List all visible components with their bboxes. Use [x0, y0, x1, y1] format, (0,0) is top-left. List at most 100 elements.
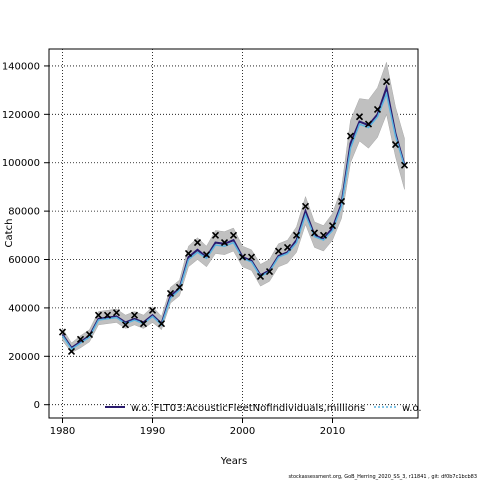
legend-label-secondary: w.o.	[402, 403, 422, 414]
observed-point	[220, 239, 229, 247]
observed-point	[85, 330, 94, 339]
observed-point	[94, 311, 103, 319]
observed-point-stroke	[319, 231, 328, 239]
legend-label-primary: w.o. FLT03:AcousticFleetNofindividuals,m…	[131, 403, 365, 414]
observed-point-stroke	[292, 231, 301, 239]
legend: w.o. FLT03:AcousticFleetNofindividuals,m…	[105, 403, 422, 414]
observed-point	[202, 251, 211, 259]
observed-point	[283, 243, 292, 251]
y-tick-label: 20000	[8, 352, 40, 363]
observed-point	[121, 321, 130, 329]
observed-point	[76, 335, 85, 343]
y-tick-label: 60000	[8, 255, 40, 266]
observed-point	[355, 113, 364, 121]
axis-ticks: 1980 1990 2000 2010 0 20000 40000 60000 80000 100…	[2, 61, 345, 437]
observed-point-stroke	[346, 132, 355, 140]
observed-point-stroke	[148, 306, 157, 314]
confidence-band	[62, 61, 405, 353]
x-tick-label: 2000	[230, 426, 255, 437]
observed-point-stroke	[175, 283, 184, 291]
fit-lines	[61, 83, 406, 351]
observed-point-stroke	[67, 347, 76, 356]
observed-point-stroke	[382, 78, 391, 86]
observed-point	[103, 311, 112, 319]
y-axis-title: Catch	[4, 219, 15, 248]
observed-point	[346, 132, 355, 140]
observed-point	[337, 197, 346, 206]
observed-point	[148, 306, 157, 314]
observed-point-stroke	[139, 320, 148, 328]
observed-point	[310, 229, 319, 237]
x-tick-label: 1980	[50, 426, 75, 437]
observed-point	[382, 78, 391, 86]
observed-point-stroke	[166, 289, 175, 297]
observed-point	[319, 231, 328, 239]
observed-point-stroke	[58, 328, 67, 336]
observed-point-stroke	[202, 251, 211, 259]
observed-point	[292, 231, 301, 239]
y-tick-label: 0	[34, 400, 40, 411]
observed-point	[58, 328, 67, 336]
y-tick-label: 120000	[2, 110, 40, 121]
observed-point-stroke	[220, 239, 229, 247]
observed-point	[400, 161, 409, 169]
observed-point-stroke	[400, 161, 409, 169]
observed-point-stroke	[238, 253, 247, 261]
observed-point-stroke	[247, 253, 256, 261]
y-tick-label: 40000	[8, 303, 40, 314]
observed-point-stroke	[283, 243, 292, 251]
fit-line-secondary	[61, 91, 406, 351]
x-tick-label: 1990	[140, 426, 165, 437]
observed-point-stroke	[157, 320, 166, 328]
observed-point-stroke	[364, 120, 373, 128]
observed-point	[67, 347, 76, 356]
observed-point	[364, 120, 373, 128]
observed-point-stroke	[274, 247, 283, 255]
observed-point	[184, 249, 193, 258]
observed-point-stroke	[337, 197, 346, 206]
observed-point-stroke	[391, 141, 400, 149]
observed-point-stroke	[256, 272, 265, 281]
observed-point	[229, 231, 238, 239]
confidence-bands	[62, 61, 405, 353]
observed-point-stroke	[211, 231, 220, 239]
observed-point	[193, 239, 202, 247]
observed-point	[373, 105, 382, 114]
observed-point-stroke	[76, 335, 85, 343]
observed-point-stroke	[130, 311, 139, 319]
y-tick-label: 140000	[2, 61, 40, 72]
observed-point	[256, 272, 265, 281]
y-tick-label: 80000	[8, 207, 40, 218]
observed-point	[274, 247, 283, 255]
observed-point	[139, 320, 148, 328]
x-axis-title: Years	[220, 456, 247, 467]
observed-point	[265, 268, 274, 276]
observed-point-stroke	[373, 105, 382, 114]
observed-point-stroke	[229, 231, 238, 239]
observed-point	[211, 231, 220, 239]
observed-point	[238, 253, 247, 261]
observed-point	[175, 283, 184, 291]
observed-point	[130, 311, 139, 319]
observed-point	[301, 202, 310, 210]
observed-point-stroke	[112, 309, 121, 317]
observed-point-stroke	[121, 321, 130, 329]
observed-point	[112, 309, 121, 317]
observed-point-stroke	[85, 330, 94, 339]
observed-point-stroke	[328, 222, 337, 230]
x-tick-label: 2010	[320, 426, 345, 437]
observed-point-stroke	[193, 239, 202, 247]
observed-point-stroke	[184, 249, 193, 258]
y-tick-label: 100000	[2, 158, 40, 169]
observed-point-stroke	[301, 202, 310, 210]
observed-point	[328, 222, 337, 230]
footer-note: stockassessment.org, GoB_Herring_2020_SS…	[288, 474, 477, 480]
observed-point-stroke	[265, 268, 274, 276]
observed-points	[58, 78, 409, 356]
observed-point	[157, 320, 166, 328]
plot-frame	[48, 48, 419, 419]
observed-point	[166, 289, 175, 297]
observed-point-stroke	[310, 229, 319, 237]
observed-point-stroke	[94, 311, 103, 319]
